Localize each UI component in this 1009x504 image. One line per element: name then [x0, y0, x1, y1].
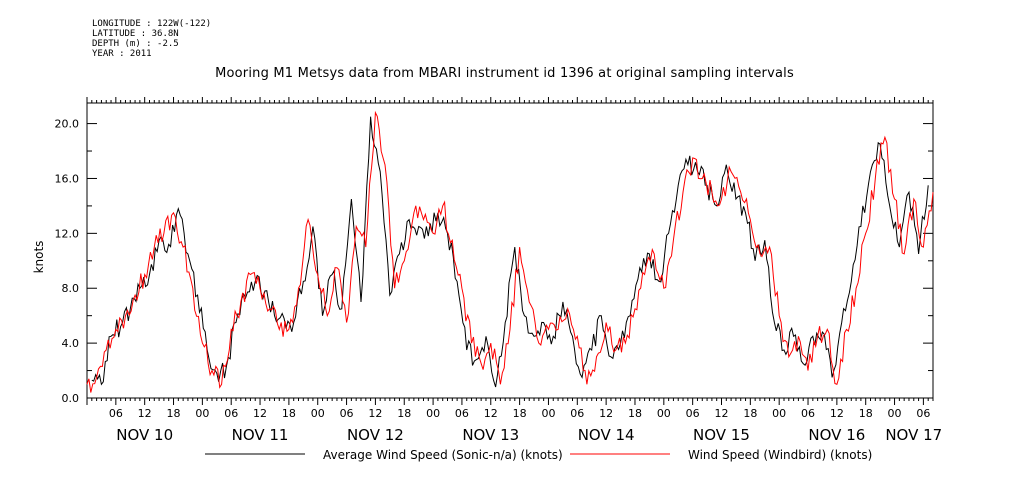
axes-group: 0.0 4.0 8.0 12.0 16.0 20.0 06 12 18 00 06 12 18 00 06 1… — [55, 97, 942, 444]
x-hour-tick-label: 12 — [715, 407, 729, 420]
metadata-block: LONGITUDE : 122W(-122) LATITUDE : 36.8N … — [92, 19, 211, 59]
series-line-windbird — [86, 110, 934, 393]
x-day-label: NOV 15 — [693, 426, 750, 444]
x-hour-tick-label: 00 — [772, 407, 786, 420]
x-day-label: NOV 17 — [885, 426, 942, 444]
y-tick-label: 20.0 — [55, 118, 80, 131]
x-day-label: NOV 10 — [116, 426, 173, 444]
x-hour-tick-label: 06 — [455, 407, 469, 420]
x-hour-tick-label: 00 — [657, 407, 671, 420]
x-hour-tick-label: 06 — [109, 407, 123, 420]
year-text: YEAR : 2011 — [92, 49, 152, 59]
x-hour-tick-label: 12 — [830, 407, 844, 420]
x-hour-tick-label: 12 — [253, 407, 267, 420]
x-day-label: NOV 13 — [462, 426, 519, 444]
y-tick-label: 12.0 — [55, 227, 80, 240]
x-hour-tick-label: 00 — [426, 407, 440, 420]
x-hour-tick-label: 06 — [916, 407, 930, 420]
legend-label-sonic: Average Wind Speed (Sonic-n/a) (knots) — [323, 448, 563, 462]
x-hour-tick-label: 12 — [138, 407, 152, 420]
x-hour-tick-label: 00 — [195, 407, 209, 420]
plot-frame — [86, 102, 934, 399]
y-tick-label: 8.0 — [62, 282, 80, 295]
x-day-label: NOV 14 — [578, 426, 635, 444]
x-hour-tick-label: 12 — [368, 407, 382, 420]
x-hour-tick-label: 00 — [888, 407, 902, 420]
x-hour-tick-label: 06 — [340, 407, 354, 420]
x-day-label: NOV 11 — [232, 426, 289, 444]
x-day-label: NOV 12 — [347, 426, 404, 444]
x-hour-tick-label: 06 — [686, 407, 700, 420]
x-hour-tick-label: 18 — [859, 407, 873, 420]
x-hour-tick-label: 00 — [311, 407, 325, 420]
series-line-sonic — [91, 116, 929, 388]
x-hour-tick-label: 18 — [743, 407, 757, 420]
longitude-text: LONGITUDE : 122W(-122) — [92, 19, 212, 29]
x-hour-tick-label: 06 — [224, 407, 238, 420]
x-hour-tick-label: 12 — [484, 407, 498, 420]
chart-title: Mooring M1 Metsys data from MBARI instru… — [215, 66, 794, 81]
x-hour-tick-label: 18 — [282, 407, 296, 420]
x-hour-tick-label: 18 — [397, 407, 411, 420]
x-day-label: NOV 16 — [808, 426, 865, 444]
x-hour-tick-label: 18 — [513, 407, 527, 420]
latitude-text: LATITUDE : 36.8N — [92, 29, 179, 39]
x-hour-tick-label: 06 — [570, 407, 584, 420]
x-hour-tick-label: 18 — [628, 407, 642, 420]
y-tick-label: 0.0 — [62, 392, 80, 405]
x-hour-tick-label: 00 — [541, 407, 555, 420]
y-tick-label: 4.0 — [62, 337, 80, 350]
series-group — [86, 110, 934, 393]
x-hour-tick-label: 18 — [167, 407, 181, 420]
y-axis-label: knots — [32, 241, 46, 274]
depth-text: DEPTH (m) : -2.5 — [92, 39, 179, 49]
y-tick-label: 16.0 — [55, 172, 80, 185]
legend: Average Wind Speed (Sonic-n/a) (knots) W… — [205, 448, 872, 462]
legend-label-windbird: Wind Speed (Windbird) (knots) — [688, 448, 872, 462]
x-hour-tick-label: 12 — [599, 407, 613, 420]
x-hour-tick-label: 06 — [801, 407, 815, 420]
